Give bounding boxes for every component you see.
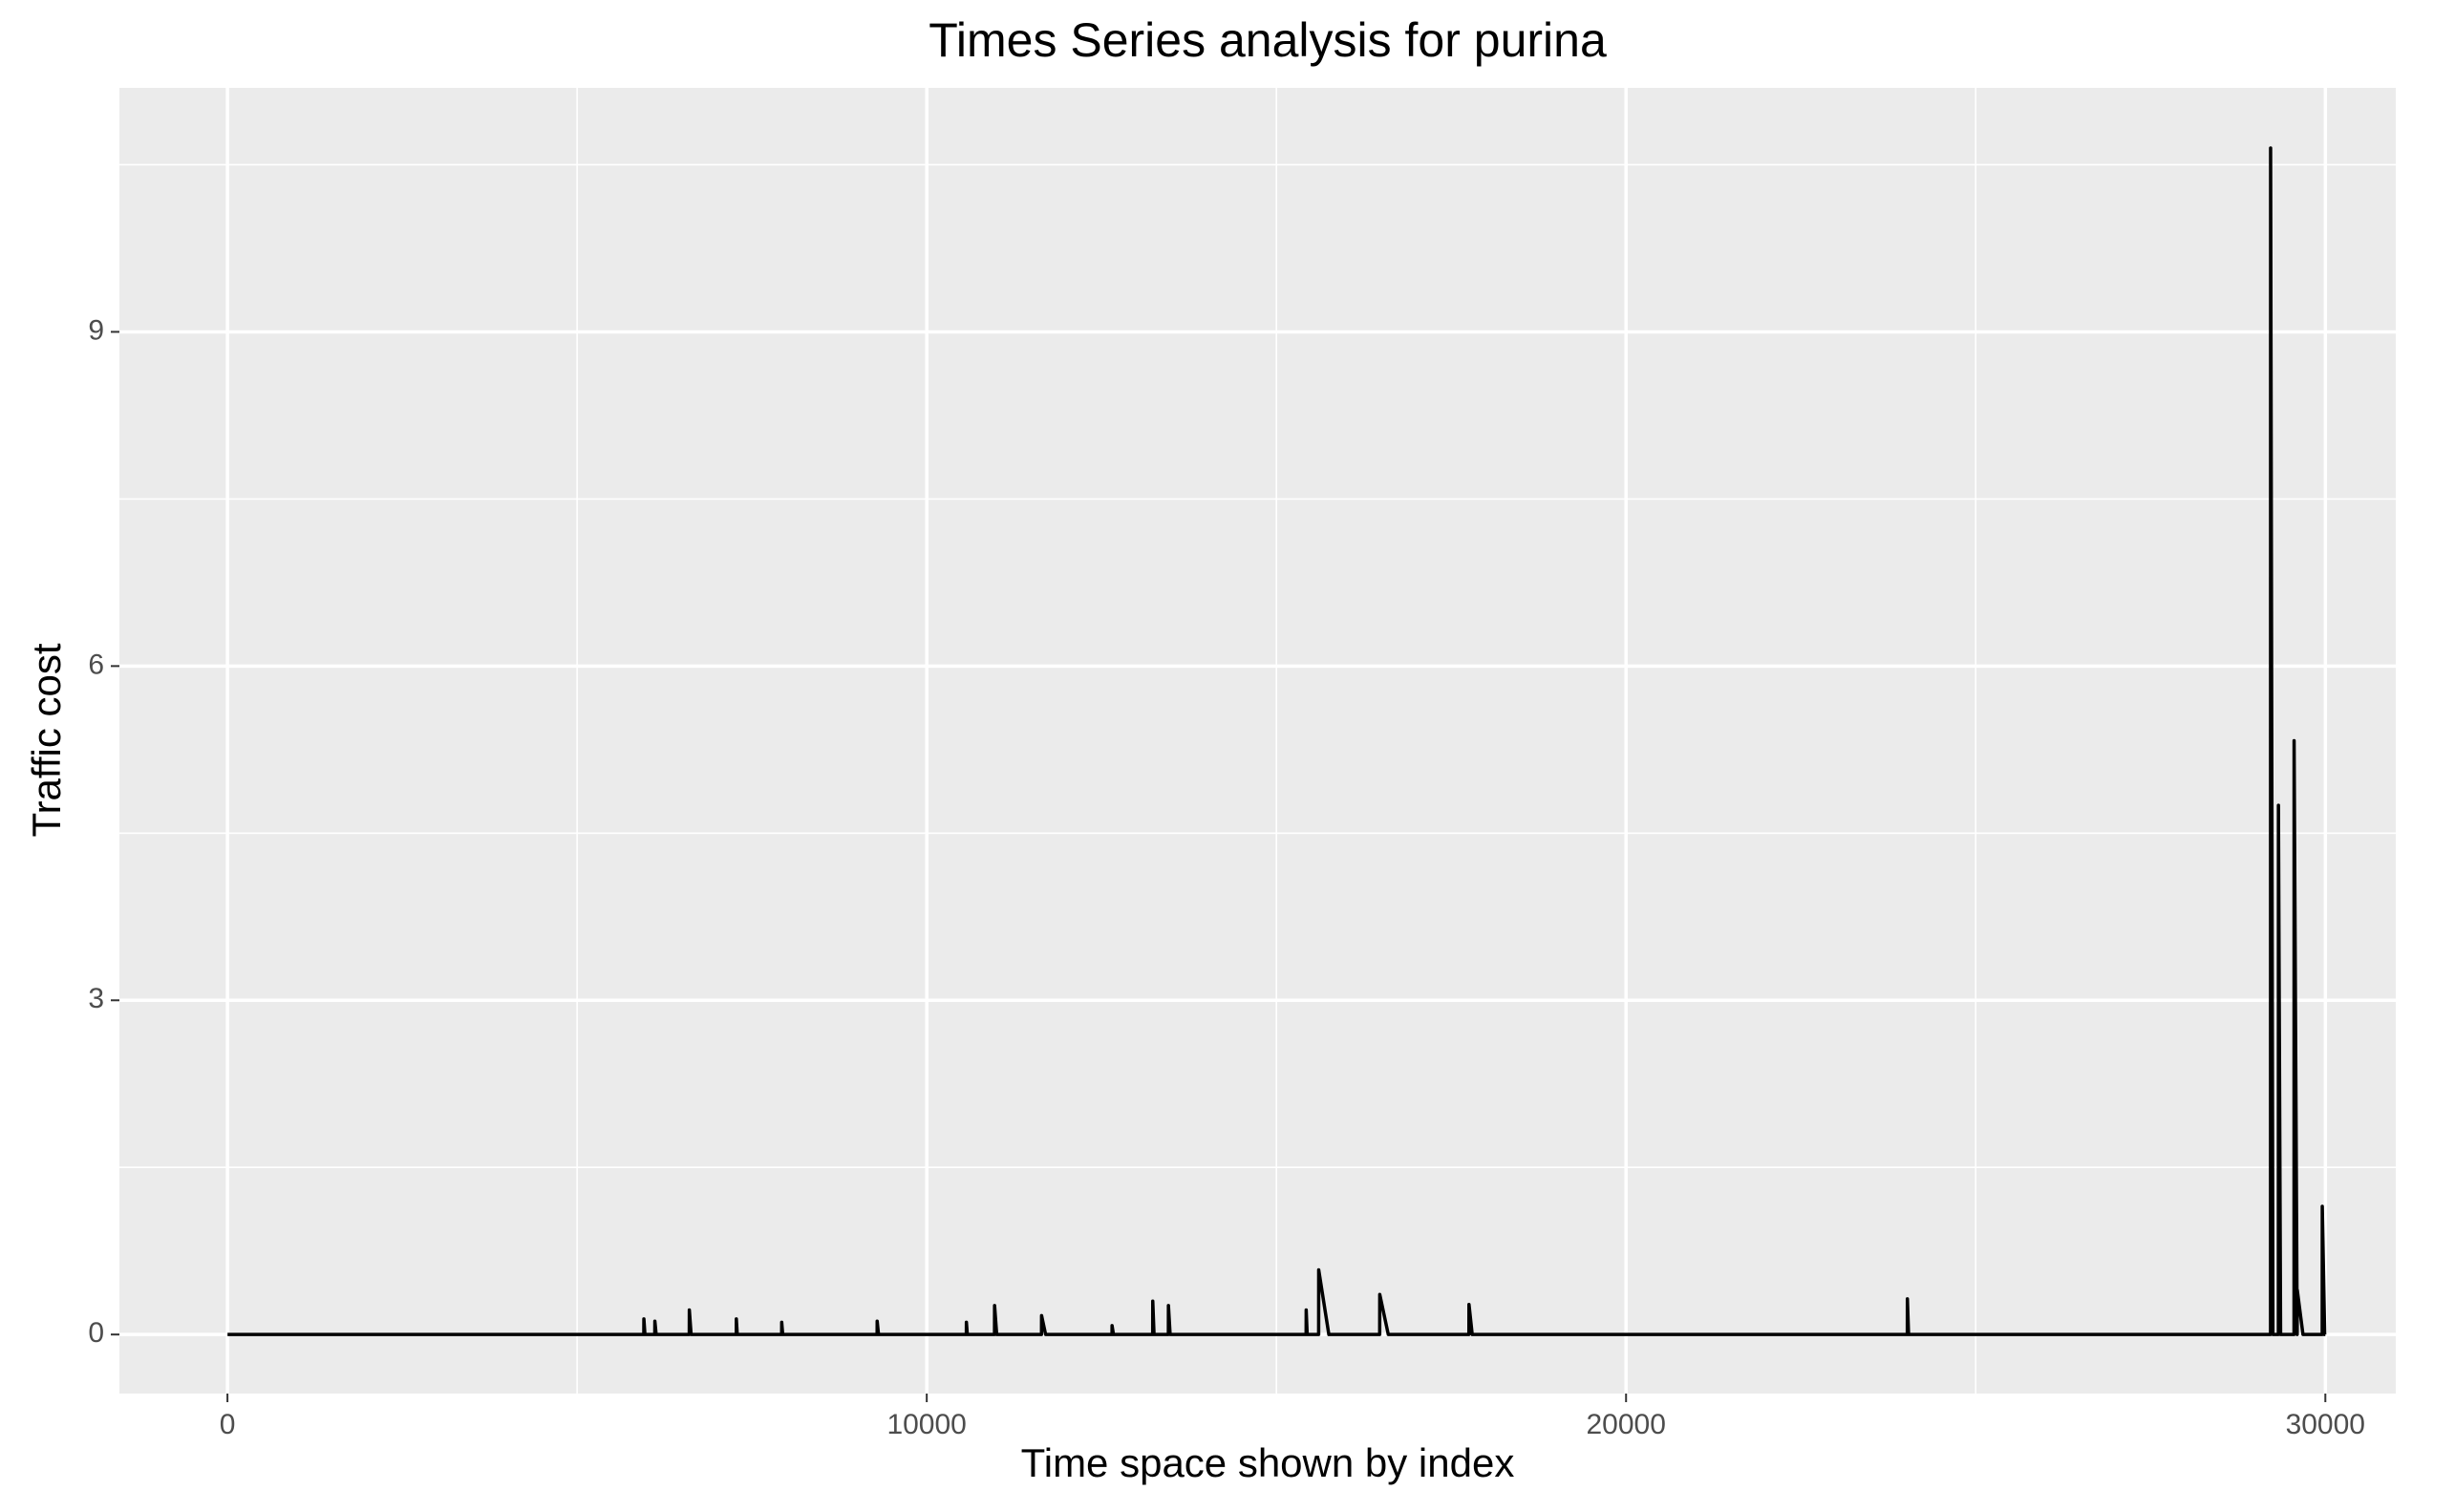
panel — [119, 88, 2396, 1394]
y-tick-label: 0 — [88, 1317, 104, 1349]
y-tick-label: 9 — [88, 314, 104, 346]
x-tick-label: 30000 — [2286, 1409, 2365, 1440]
line — [227, 146, 2327, 1336]
x-tick-label: 0 — [220, 1409, 236, 1440]
x-tick-label: 20000 — [1587, 1409, 1666, 1440]
y-axis-title: Traffic cost — [24, 643, 69, 837]
y-tick-label: 3 — [88, 983, 104, 1014]
chart-title: Times Series analysis for purina — [929, 13, 1607, 67]
x-axis-title: Time space shown by index — [1021, 1440, 1515, 1485]
y-tick-label: 6 — [88, 649, 104, 680]
x-tick-label: 10000 — [886, 1409, 966, 1440]
